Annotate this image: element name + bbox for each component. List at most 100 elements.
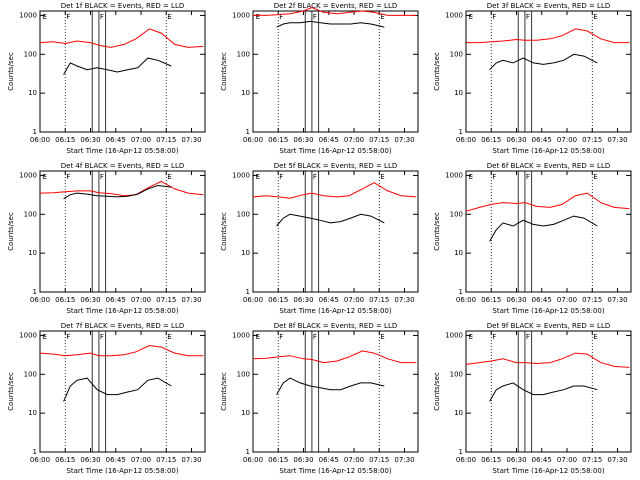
x-tick-label: 07:00	[344, 296, 364, 304]
x-tick-label: 07:15	[369, 456, 389, 464]
x-tick-label: 07:15	[369, 296, 389, 304]
x-tick-label: 06:00	[30, 296, 50, 304]
y-tick-label: 1000	[232, 171, 250, 179]
x-tick-label: 07:00	[131, 456, 151, 464]
x-tick-label: 06:30	[80, 136, 100, 144]
x-axis-label: Start Time (16-Apr-12 05:58:00)	[279, 307, 391, 315]
x-tick-label: 07:15	[582, 296, 602, 304]
y-tick-label: 1000	[445, 171, 463, 179]
panel-title: Det 8f BLACK = Events, RED = LLD	[274, 322, 397, 330]
panel-title: Det 2f BLACK = Events, RED = LLD	[274, 2, 397, 10]
y-tick-label: 1000	[445, 331, 463, 339]
x-tick-label: 07:00	[557, 456, 577, 464]
x-tick-label: 06:00	[456, 456, 476, 464]
marker-label: E	[256, 13, 260, 21]
plot-frame	[252, 170, 419, 293]
panel: Det 7f BLACK = Events, RED = LLD Start Ti…	[7, 322, 206, 475]
marker-label: F	[313, 173, 317, 181]
y-tick-label: 1	[33, 128, 37, 136]
y-tick-label: 1	[246, 288, 250, 296]
marker-label: F	[526, 173, 530, 181]
x-tick-label: 06:00	[456, 136, 476, 144]
x-tick-label: 07:15	[369, 136, 389, 144]
y-tick-label: 10	[28, 409, 37, 417]
x-tick-label: 06:00	[243, 456, 263, 464]
x-axis-label: Start Time (16-Apr-12 05:58:00)	[66, 307, 178, 315]
marker-label: E	[43, 333, 47, 341]
x-tick-label: 07:00	[131, 136, 151, 144]
x-tick-label: 07:30	[181, 296, 201, 304]
plot-frame	[39, 10, 206, 133]
y-tick-label: 10	[241, 89, 250, 97]
panel-title: Det 3f BLACK = Events, RED = LLD	[487, 2, 610, 10]
x-tick-label: 06:15	[268, 136, 288, 144]
y-axis-label: Counts/sec	[220, 372, 228, 411]
y-tick-label: 1	[33, 288, 37, 296]
y-tick-label: 100	[450, 50, 463, 58]
x-axis-label: Start Time (16-Apr-12 05:58:00)	[492, 307, 604, 315]
y-tick-label: 1	[459, 448, 463, 456]
x-axis-label: Start Time (16-Apr-12 05:58:00)	[66, 147, 178, 155]
x-tick-label: 06:30	[80, 456, 100, 464]
series-line	[252, 350, 417, 364]
marker-label: E	[167, 13, 171, 21]
x-tick-label: 07:30	[181, 136, 201, 144]
marker-label: E	[380, 13, 384, 21]
marker-label: F	[279, 173, 283, 181]
series-line	[465, 352, 630, 368]
y-tick-label: 1000	[19, 331, 37, 339]
x-tick-label: 07:15	[582, 456, 602, 464]
marker-label: F	[66, 333, 70, 341]
marker-label: F	[526, 333, 530, 341]
x-tick-label: 07:00	[131, 296, 151, 304]
y-tick-label: 1000	[232, 11, 250, 19]
y-tick-label: 100	[24, 50, 37, 58]
x-tick-label: 07:30	[607, 136, 627, 144]
x-tick-label: 06:00	[243, 296, 263, 304]
y-tick-label: 100	[24, 210, 37, 218]
x-tick-label: 06:00	[30, 136, 50, 144]
marker-label: E	[380, 333, 384, 341]
marker-label: E	[469, 13, 473, 21]
y-axis-label: Counts/sec	[7, 372, 15, 411]
marker-label: F	[100, 333, 104, 341]
y-axis-label: Counts/sec	[433, 212, 441, 251]
marker-label: E	[256, 173, 260, 181]
panel: Det 6f BLACK = Events, RED = LLD Start Ti…	[433, 162, 632, 315]
series-line	[63, 57, 172, 75]
y-tick-label: 1	[246, 448, 250, 456]
marker-label: F	[492, 333, 496, 341]
y-axis-label: Counts/sec	[433, 372, 441, 411]
series-line	[39, 180, 204, 197]
series-line	[276, 213, 385, 227]
x-tick-label: 06:45	[532, 296, 552, 304]
plot-frame	[465, 330, 632, 453]
plot-frame	[252, 10, 419, 133]
x-tick-label: 06:15	[481, 296, 501, 304]
x-tick-label: 06:30	[293, 456, 313, 464]
marker-label: E	[43, 173, 47, 181]
y-tick-label: 10	[241, 249, 250, 257]
plot-frame	[39, 170, 206, 293]
y-tick-label: 1000	[19, 11, 37, 19]
plot-frame	[465, 10, 632, 133]
y-tick-label: 1	[459, 128, 463, 136]
marker-label: F	[492, 13, 496, 21]
series-line	[276, 377, 385, 395]
x-tick-label: 06:30	[506, 456, 526, 464]
x-tick-label: 06:30	[506, 296, 526, 304]
marker-label: F	[100, 173, 104, 181]
marker-label: F	[313, 333, 317, 341]
marker-label: E	[43, 13, 47, 21]
x-tick-label: 06:45	[319, 456, 339, 464]
series-line	[253, 6, 417, 16]
x-tick-label: 07:00	[557, 136, 577, 144]
y-tick-label: 10	[454, 249, 463, 257]
y-tick-label: 100	[237, 50, 250, 58]
y-tick-label: 100	[450, 370, 463, 378]
x-tick-label: 07:00	[557, 296, 577, 304]
series-line	[63, 377, 172, 402]
y-tick-label: 100	[24, 370, 37, 378]
plot-frame	[252, 330, 419, 453]
x-tick-label: 06:45	[532, 456, 552, 464]
